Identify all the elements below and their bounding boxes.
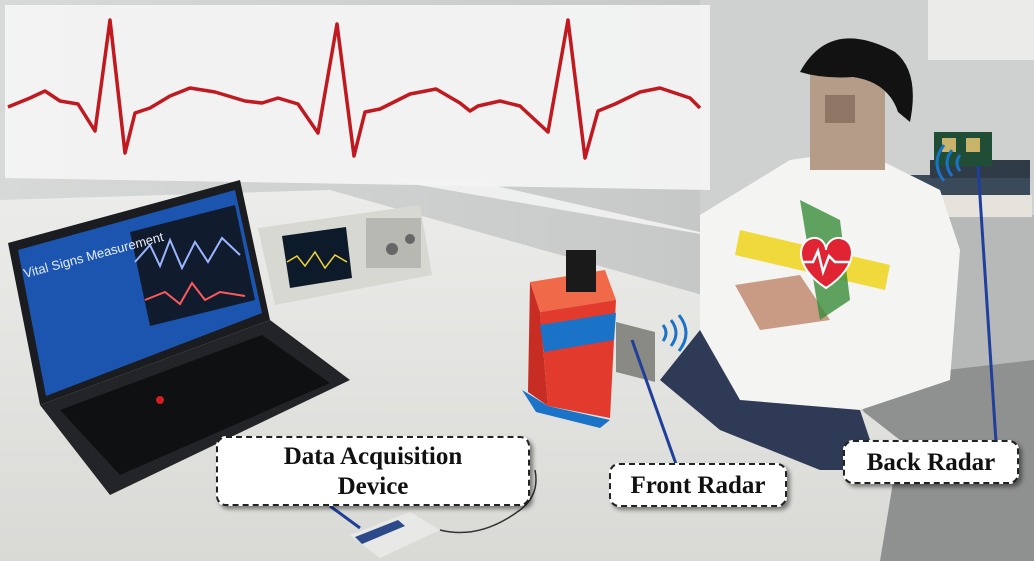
person-hair: [800, 38, 913, 123]
back-radar-pointer: [976, 165, 998, 443]
person-legs: [660, 330, 880, 470]
daq-pointer: [329, 504, 361, 530]
cable: [439, 469, 537, 534]
data-acquisition-device-label: Data Acquisition Device: [216, 436, 530, 506]
wall-poster: [928, 0, 1034, 60]
daq-device: [350, 512, 440, 558]
wireless-signal-icon: [661, 314, 688, 352]
person-hands: [735, 275, 830, 330]
phone: [566, 250, 596, 292]
callout-pointer: [390, 180, 735, 240]
ecg-waveform: [7, 18, 702, 160]
front-radar-pointer: [630, 339, 678, 465]
ecg-overlay-panel: [5, 5, 710, 190]
back-radar-label: Back Radar: [843, 440, 1019, 484]
front-radar-label: Front Radar: [609, 463, 787, 507]
wireless-signal-icon: [935, 144, 962, 182]
daq-label-line1: Data Acquisition: [283, 443, 463, 470]
daq-label-line2: Device: [337, 473, 409, 500]
